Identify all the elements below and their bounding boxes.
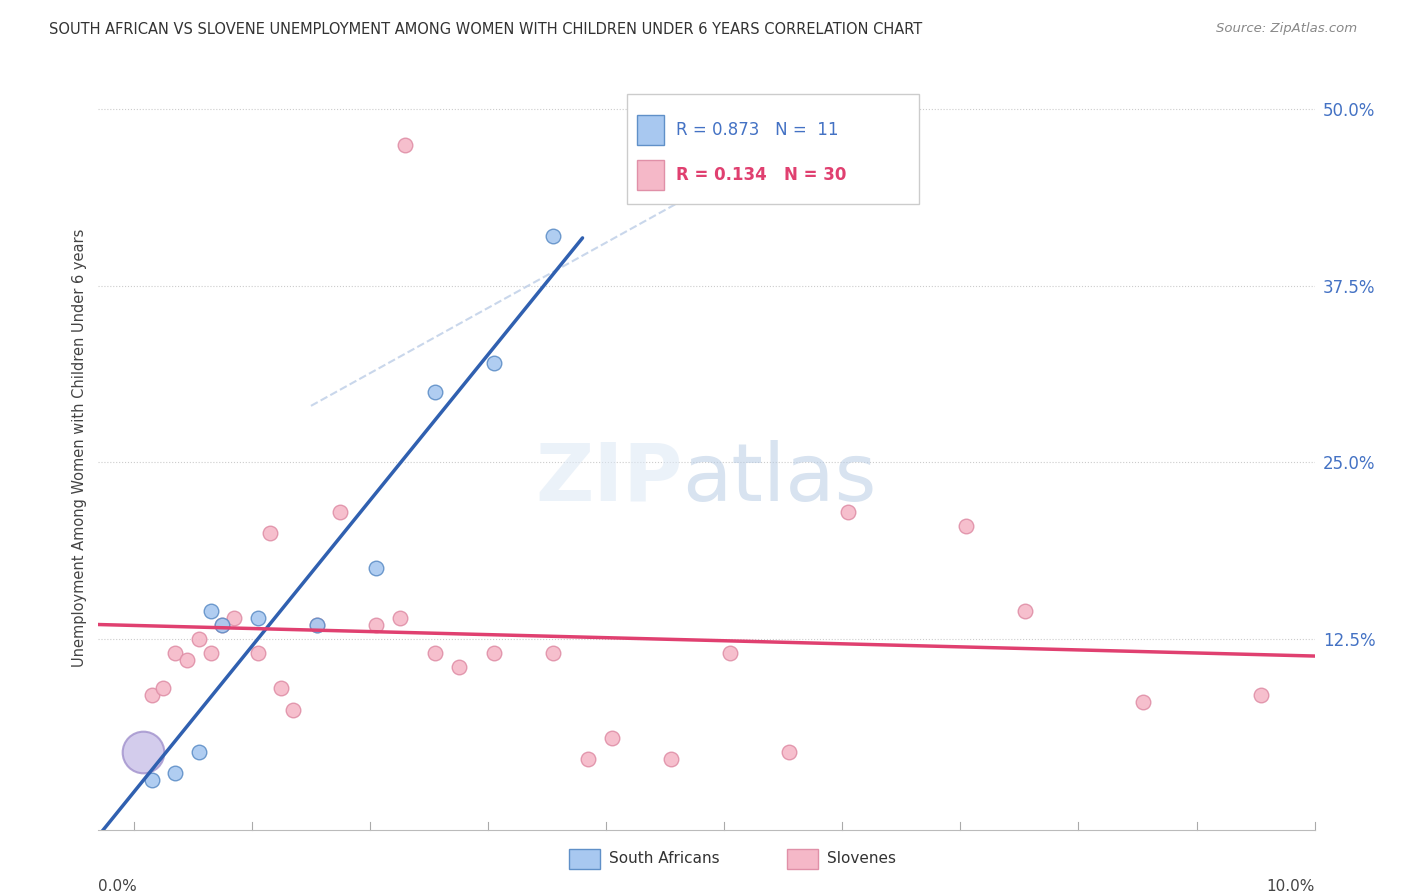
Point	[718, 646, 741, 660]
Point	[329, 505, 352, 519]
Point	[388, 610, 411, 624]
Text: SOUTH AFRICAN VS SLOVENE UNEMPLOYMENT AMONG WOMEN WITH CHILDREN UNDER 6 YEARS CO: SOUTH AFRICAN VS SLOVENE UNEMPLOYMENT AM…	[49, 22, 922, 37]
Point	[778, 745, 800, 759]
Point	[482, 356, 505, 371]
Text: ZIP: ZIP	[534, 440, 682, 517]
Point	[176, 653, 198, 667]
Point	[305, 617, 328, 632]
Point	[1250, 689, 1272, 703]
Point	[600, 731, 623, 745]
Text: R = 0.134   N = 30: R = 0.134 N = 30	[676, 166, 846, 184]
Point	[578, 752, 600, 766]
Point	[187, 745, 209, 759]
Point	[211, 617, 233, 632]
Point	[132, 745, 155, 759]
Point	[955, 519, 977, 533]
Point	[200, 646, 222, 660]
Point	[837, 505, 859, 519]
Text: Source: ZipAtlas.com: Source: ZipAtlas.com	[1216, 22, 1357, 36]
Point	[200, 604, 222, 618]
Point	[447, 660, 470, 674]
Point	[423, 646, 446, 660]
Point	[659, 752, 682, 766]
Point	[165, 646, 187, 660]
Point	[482, 646, 505, 660]
FancyBboxPatch shape	[627, 94, 920, 204]
Point	[187, 632, 209, 646]
Point	[165, 766, 187, 780]
Point	[394, 137, 416, 152]
Point	[1132, 696, 1154, 710]
FancyBboxPatch shape	[637, 160, 664, 191]
Text: South Africans: South Africans	[609, 851, 720, 865]
Point	[211, 617, 233, 632]
Point	[246, 646, 269, 660]
Point	[283, 702, 305, 716]
Point	[423, 384, 446, 399]
Text: 10.0%: 10.0%	[1267, 879, 1315, 892]
Point	[152, 681, 174, 696]
Point	[541, 229, 564, 244]
Text: Slovenes: Slovenes	[827, 851, 896, 865]
Point	[270, 681, 292, 696]
Point	[224, 610, 246, 624]
Text: atlas: atlas	[682, 440, 876, 517]
Point	[246, 610, 269, 624]
Point	[259, 525, 281, 540]
Y-axis label: Unemployment Among Women with Children Under 6 years: Unemployment Among Women with Children U…	[72, 229, 87, 667]
Text: R = 0.873   N =  11: R = 0.873 N = 11	[676, 121, 838, 139]
Point	[305, 617, 328, 632]
Point	[141, 773, 163, 788]
Point	[541, 646, 564, 660]
Point	[364, 561, 387, 575]
Point	[1014, 604, 1036, 618]
Point	[141, 689, 163, 703]
Text: 0.0%: 0.0%	[98, 879, 138, 892]
FancyBboxPatch shape	[637, 115, 664, 145]
Point	[364, 617, 387, 632]
